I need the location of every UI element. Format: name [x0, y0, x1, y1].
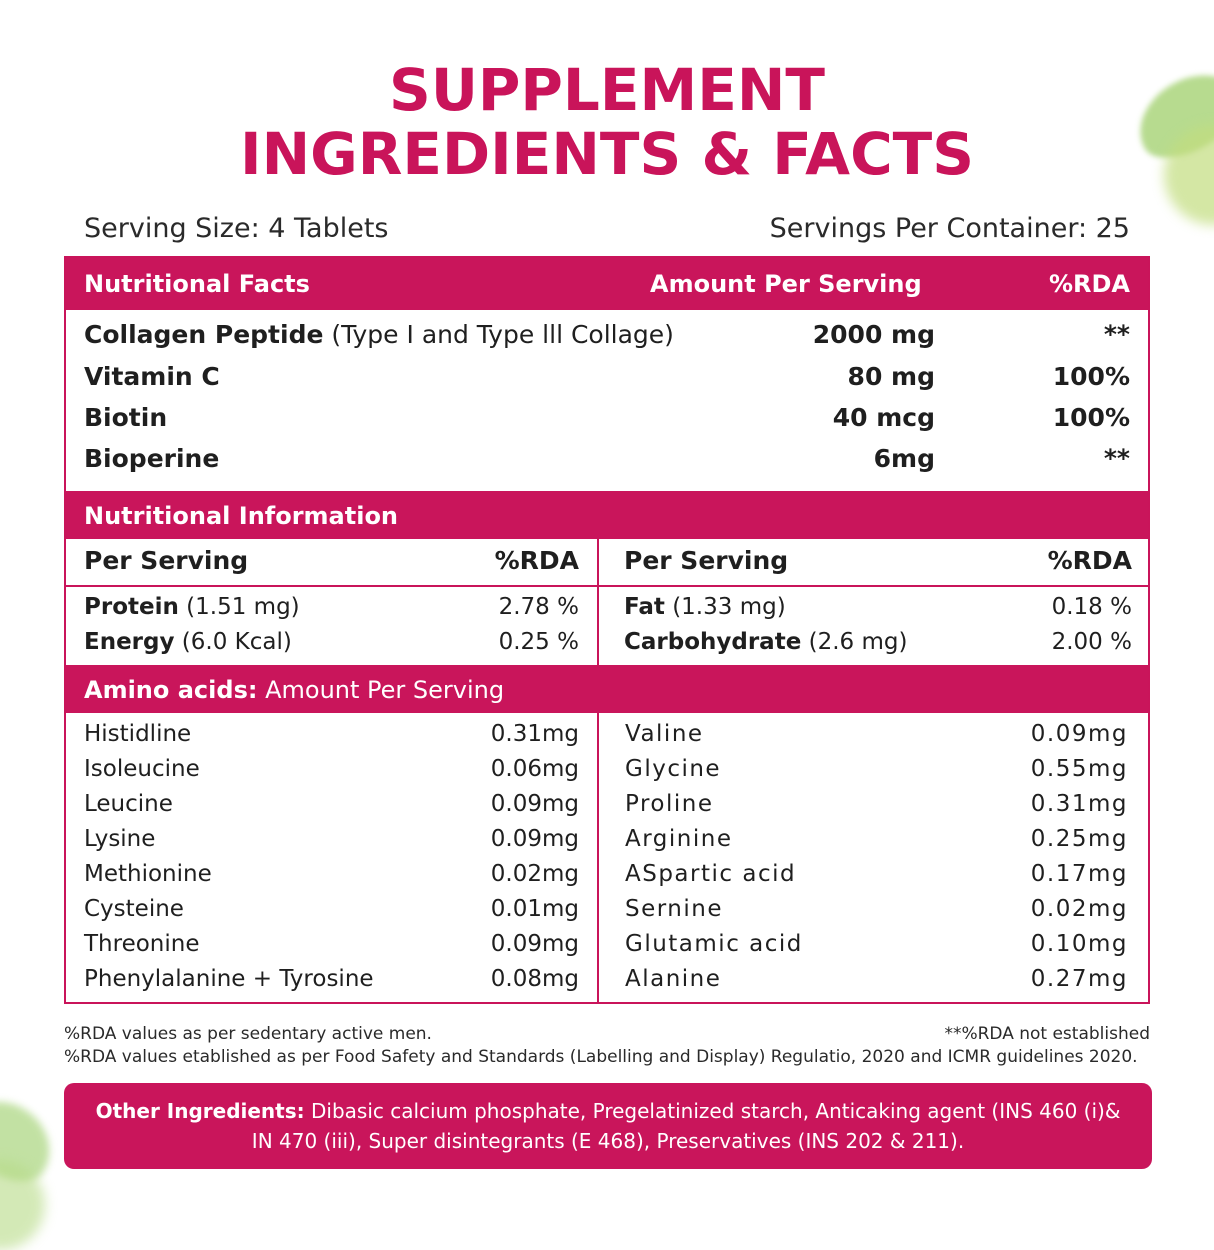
fact-name: Bioperine	[84, 444, 219, 473]
amino-acid-amount: 0.55mg	[1030, 756, 1128, 782]
info-row-rda: 2.78 %	[498, 594, 579, 620]
info-row-rda: 0.25 %	[498, 629, 579, 655]
amino-acid-amount: 0.02mg	[1030, 896, 1128, 922]
fact-rda: **	[1103, 444, 1130, 473]
amino-acid-name: Cysteine	[84, 896, 184, 922]
serving-size: Serving Size: 4 Tablets	[84, 212, 389, 244]
footnote-not-established: **%RDA not established	[944, 1024, 1150, 1044]
amino-acid-name: ASpartic acid	[625, 861, 797, 887]
amino-acid-name: Histidline	[84, 721, 192, 747]
amino-acid-amount: 0.10mg	[1030, 931, 1128, 957]
info-row-rda: 0.18 %	[1051, 594, 1132, 620]
info-right-per-serving-head: Per Serving	[624, 546, 789, 575]
fact-amount: 80 mg	[847, 362, 935, 391]
info-divider	[66, 585, 1148, 587]
amino-acid-name: Sernine	[625, 896, 723, 922]
amino-acid-amount: 0.17mg	[1030, 861, 1128, 887]
info-nutrient: Carbohydrate	[624, 629, 802, 655]
amino-acid-amount: 0.31mg	[1030, 791, 1128, 817]
amino-acid-name: Glycine	[625, 756, 722, 782]
facts-col-name: Nutritional Facts	[84, 270, 310, 298]
amino-acid-amount: 0.01mg	[490, 896, 579, 922]
amino-acid-amount: 0.09mg	[490, 931, 579, 957]
info-row-rda: 2.00 %	[1051, 629, 1132, 655]
fact-name: Biotin	[84, 403, 167, 432]
fact-row: Bioperine 6mg **	[84, 444, 1130, 484]
fact-amount: 6mg	[873, 444, 935, 473]
amino-acid-amount: 0.08mg	[490, 966, 579, 992]
info-nutrient-amount: (2.6 mg)	[801, 629, 908, 655]
amino-acid-name: Arginine	[625, 826, 733, 852]
fact-row: Collagen Peptide (Type I and Type lll Co…	[84, 320, 1130, 360]
title-line-1: SUPPLEMENT	[389, 56, 825, 124]
fact-name: Collagen Peptide (Type I and Type lll Co…	[84, 320, 674, 349]
facts-col-amount: Amount Per Serving	[650, 270, 922, 298]
info-nutrient-amount: (1.51 mg)	[178, 594, 300, 620]
nutritional-information-header: Nutritional Information	[66, 491, 1148, 539]
info-nutrient: Fat	[624, 594, 665, 620]
amino-acid-name: Proline	[625, 791, 714, 817]
amino-acid-amount: 0.31mg	[490, 721, 579, 747]
other-ingredients-line-2: IN 470 (iii), Super disintegrants (E 468…	[251, 1129, 965, 1153]
amino-acid-amount: 0.09mg	[490, 791, 579, 817]
fact-name-text: Collagen Peptide	[84, 320, 324, 349]
amino-acid-name: Isoleucine	[84, 756, 200, 782]
fact-rda: 100%	[1052, 403, 1130, 432]
info-row-name: Energy (6.0 Kcal)	[84, 629, 292, 655]
amino-acid-name: Valine	[625, 721, 704, 747]
servings-per-container: Servings Per Container: 25	[769, 212, 1130, 244]
footnote-sedentary: %RDA values as per sedentary active men.	[64, 1024, 432, 1044]
info-left-per-serving-head: Per Serving	[84, 546, 249, 575]
amino-acid-name: Methionine	[84, 861, 212, 887]
other-ingredients-label: Other Ingredients:	[95, 1099, 305, 1123]
amino-acid-amount: 0.25mg	[1030, 826, 1128, 852]
fact-amount: 2000 mg	[812, 320, 935, 349]
amino-acid-name: Leucine	[84, 791, 173, 817]
facts-panel: Nutritional Facts Amount Per Serving %RD…	[64, 256, 1150, 1004]
page-title: SUPPLEMENT INGREDIENTS & FACTS	[0, 58, 1214, 186]
amino-acid-name: Phenylalanine + Tyrosine	[84, 966, 374, 992]
fact-name-text: Vitamin C	[84, 362, 220, 391]
footnote-regulation: %RDA values etablished as per Food Safet…	[64, 1047, 1138, 1067]
amino-acid-name: Threonine	[84, 931, 200, 957]
info-right-rda-head: %RDA	[1047, 546, 1132, 575]
info-column-divider	[597, 539, 599, 665]
amino-acid-name: Alanine	[625, 966, 722, 992]
fact-name-detail: (Type I and Type lll Collage)	[323, 320, 674, 349]
facts-col-rda: %RDA	[1048, 270, 1130, 298]
amino-acid-name: Lysine	[84, 826, 156, 852]
fact-rda: **	[1103, 320, 1130, 349]
fact-name-text: Biotin	[84, 403, 168, 432]
amino-acid-amount: 0.09mg	[490, 826, 579, 852]
fact-name: Vitamin C	[84, 362, 220, 391]
amino-acid-amount: 0.06mg	[490, 756, 579, 782]
info-row-name: Carbohydrate (2.6 mg)	[624, 629, 907, 655]
amino-acids-sublabel: Amount Per Serving	[257, 676, 505, 704]
info-row-name: Fat (1.33 mg)	[624, 594, 786, 620]
amino-column-divider	[597, 713, 599, 1004]
nutritional-facts-header: Nutritional Facts Amount Per Serving %RD…	[66, 258, 1148, 310]
fact-rda: 100%	[1052, 362, 1130, 391]
other-ingredients-line-1: Dibasic calcium phosphate, Pregelatinize…	[304, 1099, 1121, 1123]
fact-amount: 40 mcg	[832, 403, 935, 432]
amino-acid-amount: 0.09mg	[1030, 721, 1128, 747]
serving-info: Serving Size: 4 Tablets Servings Per Con…	[84, 208, 1130, 248]
amino-acid-amount: 0.02mg	[490, 861, 579, 887]
info-row-name: Protein (1.51 mg)	[84, 594, 300, 620]
info-left-rda-head: %RDA	[494, 546, 579, 575]
fact-name-text: Bioperine	[84, 444, 220, 473]
amino-acid-amount: 0.27mg	[1030, 966, 1128, 992]
info-nutrient: Energy	[84, 629, 175, 655]
info-nutrient: Protein	[84, 594, 179, 620]
info-nutrient-amount: (6.0 Kcal)	[174, 629, 292, 655]
title-line-2: INGREDIENTS & FACTS	[240, 120, 974, 188]
amino-acids-label: Amino acids:	[84, 676, 258, 704]
info-nutrient-amount: (1.33 mg)	[664, 594, 786, 620]
fact-row: Vitamin C 80 mg 100%	[84, 362, 1130, 402]
nutritional-information-label: Nutritional Information	[84, 502, 399, 530]
fact-row: Biotin 40 mcg 100%	[84, 403, 1130, 443]
amino-acids-header: Amino acids: Amount Per Serving	[66, 665, 1148, 713]
amino-acid-name: Glutamic acid	[625, 931, 803, 957]
other-ingredients-box: Other Ingredients: Dibasic calcium phosp…	[64, 1083, 1152, 1169]
